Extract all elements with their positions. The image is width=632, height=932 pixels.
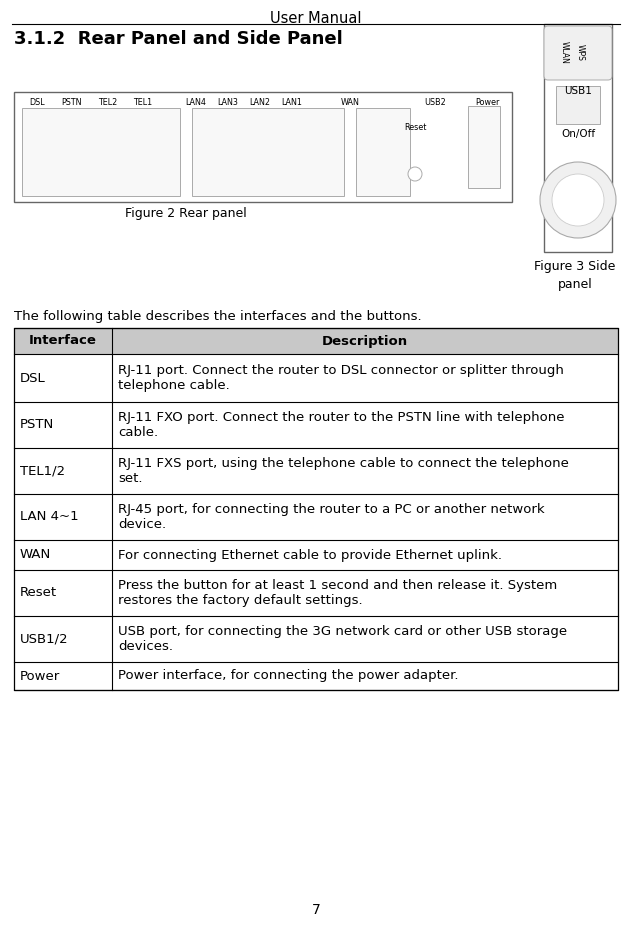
Bar (22, 108, 180, 196)
Text: telephone cable.: telephone cable. (118, 379, 230, 391)
Text: USB2: USB2 (424, 98, 446, 107)
Bar (14, 540, 618, 570)
Bar (356, 108, 410, 196)
Text: Power: Power (475, 98, 499, 107)
Text: USB1: USB1 (564, 86, 592, 96)
Text: LAN3: LAN3 (217, 98, 238, 107)
Text: RJ-11 port. Connect the router to DSL connector or splitter through: RJ-11 port. Connect the router to DSL co… (118, 364, 564, 377)
Text: USB1/2: USB1/2 (20, 633, 69, 646)
Circle shape (540, 162, 616, 238)
Text: PSTN: PSTN (62, 98, 82, 107)
Circle shape (552, 174, 604, 226)
Text: set.: set. (118, 472, 142, 485)
Text: 7: 7 (312, 903, 320, 917)
Text: LAN1: LAN1 (282, 98, 303, 107)
Bar (468, 106, 500, 188)
Text: TEL1: TEL1 (133, 98, 152, 107)
Text: TEL2: TEL2 (99, 98, 118, 107)
Text: USB port, for connecting the 3G network card or other USB storage: USB port, for connecting the 3G network … (118, 625, 567, 638)
Bar (14, 494, 618, 540)
Text: TEL1/2: TEL1/2 (20, 464, 65, 477)
Text: 3.1.2  Rear Panel and Side Panel: 3.1.2 Rear Panel and Side Panel (14, 30, 343, 48)
Text: User Manual: User Manual (270, 11, 362, 26)
Text: cable.: cable. (118, 426, 158, 439)
FancyBboxPatch shape (544, 26, 612, 80)
Text: devices.: devices. (118, 639, 173, 652)
Bar (14, 402, 618, 448)
Text: Power interface, for connecting the power adapter.: Power interface, for connecting the powe… (118, 669, 458, 682)
Text: LAN 4~1: LAN 4~1 (20, 511, 78, 524)
Text: PSTN: PSTN (20, 418, 54, 432)
Text: WAN: WAN (20, 549, 51, 561)
Text: device.: device. (118, 517, 166, 530)
Text: RJ-11 FXO port. Connect the router to the PSTN line with telephone: RJ-11 FXO port. Connect the router to th… (118, 411, 564, 424)
Text: WLAN: WLAN (559, 41, 569, 63)
Text: WPS: WPS (576, 44, 585, 61)
Bar (192, 108, 344, 196)
Text: Reset: Reset (404, 123, 426, 131)
Text: Reset: Reset (20, 586, 57, 599)
Text: For connecting Ethernet cable to provide Ethernet uplink.: For connecting Ethernet cable to provide… (118, 549, 502, 561)
Text: LAN2: LAN2 (250, 98, 270, 107)
Bar (556, 86, 600, 124)
Text: restores the factory default settings.: restores the factory default settings. (118, 594, 363, 607)
Text: DSL: DSL (29, 98, 45, 107)
Text: Description: Description (322, 335, 408, 348)
Text: DSL: DSL (20, 372, 46, 385)
Text: On/Off: On/Off (561, 129, 595, 139)
Circle shape (408, 167, 422, 181)
Bar (544, 24, 612, 252)
Text: Interface: Interface (29, 335, 97, 348)
Bar (14, 92, 512, 202)
Bar (14, 570, 618, 616)
Bar (14, 616, 618, 662)
Bar (14, 448, 618, 494)
Text: RJ-11 FXS port, using the telephone cable to connect the telephone: RJ-11 FXS port, using the telephone cabl… (118, 458, 569, 471)
Text: LAN4: LAN4 (186, 98, 207, 107)
Bar (14, 328, 618, 690)
Text: Press the button for at least 1 second and then release it. System: Press the button for at least 1 second a… (118, 580, 557, 593)
Bar (14, 662, 618, 690)
Bar (14, 328, 618, 354)
Text: RJ-45 port, for connecting the router to a PC or another network: RJ-45 port, for connecting the router to… (118, 503, 545, 516)
Text: WAN: WAN (341, 98, 360, 107)
Text: Figure 3 Side
panel: Figure 3 Side panel (534, 260, 616, 291)
Bar (14, 354, 618, 402)
Text: Figure 2 Rear panel: Figure 2 Rear panel (125, 207, 247, 220)
Text: Power: Power (20, 669, 60, 682)
Text: The following table describes the interfaces and the buttons.: The following table describes the interf… (14, 310, 422, 323)
